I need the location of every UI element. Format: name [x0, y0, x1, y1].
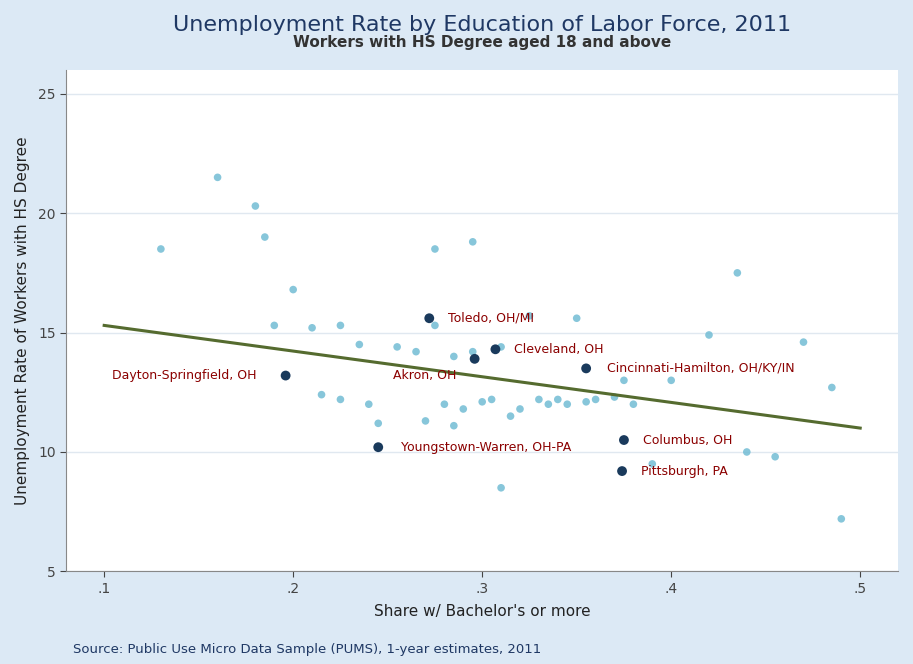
Point — [494, 341, 509, 352]
Text: Toledo, OH/MI: Toledo, OH/MI — [448, 311, 534, 325]
Point — [531, 394, 546, 405]
Point — [153, 244, 168, 254]
Point — [446, 420, 461, 431]
Point — [456, 404, 470, 414]
Point — [541, 399, 556, 410]
Point — [730, 268, 745, 278]
Text: Dayton-Springfield, OH: Dayton-Springfield, OH — [111, 369, 257, 382]
Point — [834, 513, 848, 524]
Point — [522, 311, 537, 321]
Point — [437, 399, 452, 410]
Point — [513, 404, 528, 414]
Point — [475, 396, 489, 407]
Text: Workers with HS Degree aged 18 and above: Workers with HS Degree aged 18 and above — [293, 35, 671, 50]
Point — [286, 284, 300, 295]
Point — [664, 375, 678, 386]
Point — [314, 389, 329, 400]
Y-axis label: Unemployment Rate of Workers with HS Degree: Unemployment Rate of Workers with HS Deg… — [15, 136, 30, 505]
Point — [616, 435, 631, 446]
Point — [702, 329, 717, 340]
Point — [248, 201, 263, 211]
Point — [494, 483, 509, 493]
Point — [427, 320, 442, 331]
Point — [579, 396, 593, 407]
Point — [333, 320, 348, 331]
Point — [607, 392, 622, 402]
Point — [503, 411, 518, 422]
Point — [560, 399, 574, 410]
Text: Cleveland, OH: Cleveland, OH — [514, 343, 603, 356]
Point — [616, 375, 631, 386]
Point — [466, 347, 480, 357]
Point — [551, 394, 565, 405]
Point — [409, 347, 424, 357]
Point — [422, 313, 436, 323]
Title: Unemployment Rate by Education of Labor Force, 2011: Unemployment Rate by Education of Labor … — [173, 15, 792, 35]
Text: Source: Public Use Micro Data Sample (PUMS), 1-year estimates, 2011: Source: Public Use Micro Data Sample (PU… — [73, 643, 541, 656]
Point — [371, 418, 385, 429]
Point — [427, 244, 442, 254]
Point — [278, 371, 293, 381]
Point — [267, 320, 281, 331]
Point — [362, 399, 376, 410]
Text: Youngstown-Warren, OH-PA: Youngstown-Warren, OH-PA — [401, 441, 572, 454]
Point — [466, 236, 480, 247]
Point — [418, 416, 433, 426]
Point — [390, 341, 404, 352]
X-axis label: Share w/ Bachelor's or more: Share w/ Bachelor's or more — [374, 604, 591, 619]
Text: Akron, OH: Akron, OH — [394, 369, 456, 382]
Text: Pittsburgh, PA: Pittsburgh, PA — [641, 465, 728, 477]
Point — [579, 363, 593, 374]
Point — [352, 339, 367, 350]
Point — [371, 442, 385, 452]
Point — [645, 459, 659, 469]
Point — [768, 452, 782, 462]
Point — [626, 399, 641, 410]
Point — [257, 232, 272, 242]
Point — [614, 465, 629, 476]
Point — [305, 323, 320, 333]
Point — [740, 447, 754, 457]
Point — [333, 394, 348, 405]
Point — [446, 351, 461, 362]
Point — [796, 337, 811, 347]
Point — [488, 344, 503, 355]
Point — [210, 172, 225, 183]
Point — [484, 394, 498, 405]
Point — [824, 382, 839, 393]
Text: Cincinnati-Hamilton, OH/KY/IN: Cincinnati-Hamilton, OH/KY/IN — [607, 362, 794, 375]
Point — [570, 313, 584, 323]
Point — [467, 353, 482, 364]
Point — [588, 394, 603, 405]
Text: Columbus, OH: Columbus, OH — [643, 434, 732, 446]
